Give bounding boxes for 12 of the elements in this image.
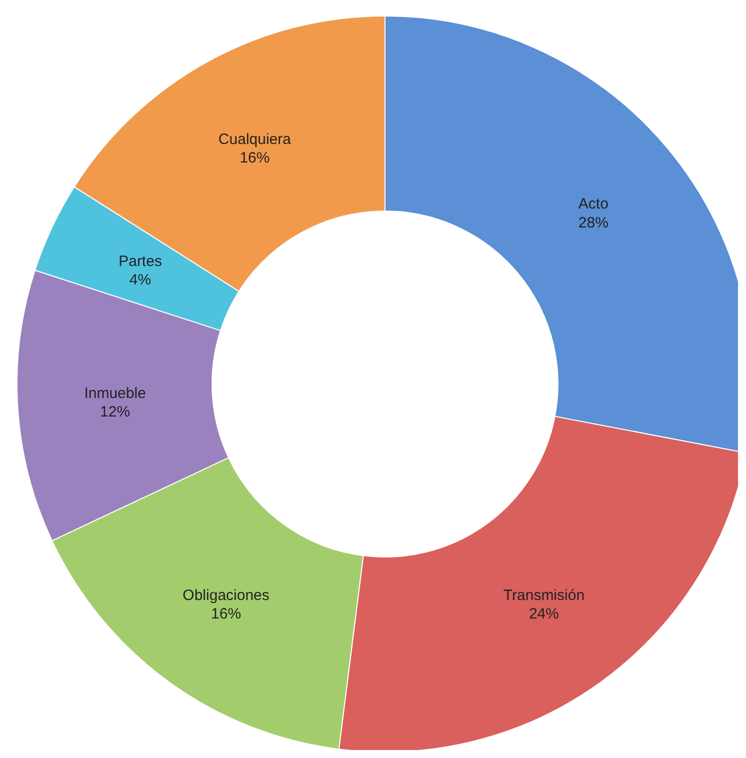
data-label: 24% [528,606,559,623]
data-label: 16% [211,606,242,623]
slice-label: Transmisión [503,586,585,604]
data-label: 12% [100,404,130,421]
data-label: 28% [578,214,608,232]
data-label: 16% [240,150,270,167]
slice-label: Partes [118,252,162,270]
slice-label: Acto [578,196,608,213]
data-label: 4% [129,272,152,289]
slice-label: Cualquiera [218,130,292,148]
slice-label: Inmueble [84,384,146,402]
slice-label: Obligaciones [182,586,270,604]
